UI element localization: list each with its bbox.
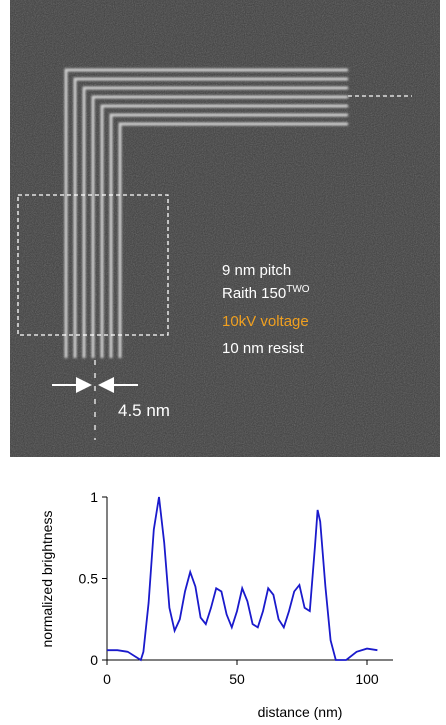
y-axis-label: normalized brightness [39, 511, 55, 648]
y-tick-label: 1 [90, 489, 98, 505]
scale-label: 4.5 nm [118, 401, 170, 420]
y-tick-label: 0.5 [79, 571, 99, 587]
annotation-sup: TWO [286, 284, 310, 295]
resist-line [100, 104, 348, 358]
resist-line [73, 77, 348, 358]
resist-line [82, 86, 348, 358]
x-tick-label: 100 [355, 671, 379, 687]
x-axis-label: distance (nm) [258, 704, 343, 720]
resist-line [118, 122, 348, 358]
resist-line [91, 95, 348, 358]
selection-box [17, 194, 169, 336]
x-tick-label: 50 [229, 671, 245, 687]
chart: distance (nm) normalized brightness 0 0.5… [39, 489, 393, 720]
annotation: 10kV voltage [222, 313, 309, 330]
annotation: Raith 150TWO [222, 284, 310, 302]
l-structure [64, 68, 348, 358]
y-tick-label: 0 [90, 652, 98, 668]
annotation: Raith 150 [222, 285, 286, 302]
annotation: 10 nm resist [222, 340, 305, 357]
resist-line [64, 68, 348, 358]
x-tick-label: 0 [103, 671, 111, 687]
sem-image: 4.5 nm 9 nm pitch Raith 150TWO 10kV volt… [10, 0, 440, 457]
resist-line [109, 113, 348, 358]
annotation: 9 nm pitch [222, 262, 291, 279]
data-line [107, 496, 378, 662]
